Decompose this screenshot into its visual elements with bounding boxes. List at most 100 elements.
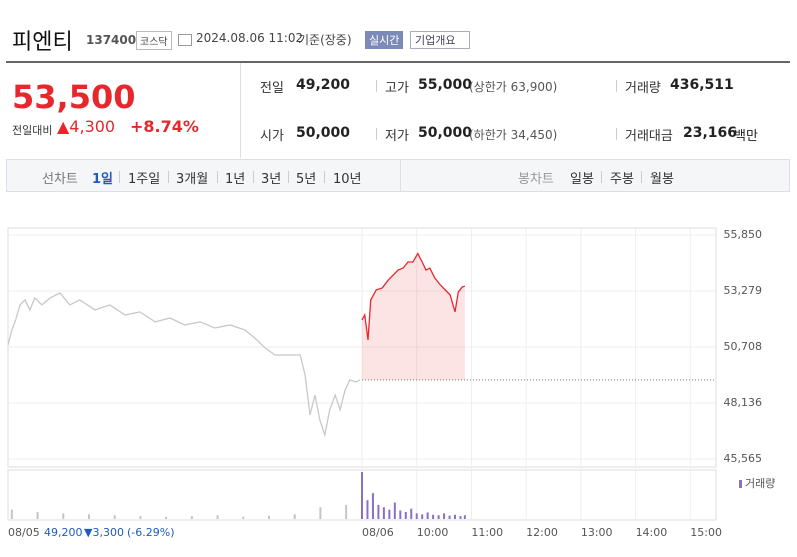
y-tick-label: 53,279 [724,284,763,297]
cell-unit: 백만 [734,129,758,144]
divider [288,171,289,183]
volume-bar [36,511,39,519]
change-rate: +8.74% [130,117,199,136]
volume-bar [388,509,391,519]
prev-rate: (-6.29%) [127,526,175,539]
divider [376,128,377,140]
x-tick-label: 10:00 [417,526,449,539]
tab-label: 선차트 [42,172,78,187]
cell-value: 436,511 [670,77,734,93]
volume-bar [361,472,363,519]
tab[interactable]: 5년 [296,172,317,187]
prev-close: 49,200 [44,526,83,539]
calendar-icon [178,34,192,46]
volume-bar [62,513,65,519]
market-badge: 코스닥 [136,31,172,50]
tab[interactable]: 주봉 [610,172,634,187]
volume-bar [437,515,440,519]
cell-label: 고가 [385,81,409,96]
volume-bar [448,515,451,519]
tab[interactable]: 10년 [333,172,362,187]
y-tick-label: 55,850 [724,228,763,241]
y-tick-label: 45,565 [724,452,763,465]
volume-bar [242,516,245,519]
volume-bar [463,515,466,519]
volume-bar [165,516,168,519]
volume-bar [377,504,380,519]
cell-value: 49,200 [296,77,351,93]
x-tick-label: 08/06 [362,526,394,539]
volume-bar [399,510,402,519]
x-tick-label: 15:00 [690,526,722,539]
volume-bar [410,508,413,519]
cell-value: 50,000 [418,125,473,141]
line [361,252,466,341]
cell-value: 55,000 [418,77,473,93]
divider [217,171,218,183]
price-block [6,63,241,158]
volume-bar [10,509,13,519]
volume-bar [139,516,142,519]
stock-name: 피엔티 [12,30,73,55]
tab[interactable]: 1년 [225,172,246,187]
company-dropdown[interactable]: 기업개요 [410,31,471,49]
volume-bar [454,514,457,519]
x-tick-label: 12:00 [526,526,558,539]
volume-bar [345,504,348,519]
tab[interactable]: 1주일 [128,172,161,187]
cell-label: 시가 [260,129,284,144]
tab[interactable]: 일봉 [570,172,594,187]
volume-bar [216,515,219,519]
legend-label: 거래량 [745,477,775,490]
volume-bar [319,507,322,519]
legend-swatch [739,480,742,488]
change: ▲4,300 [57,117,116,136]
x-tick-label: 11:00 [471,526,503,539]
volume-bar [459,516,462,519]
change-label: 전일대비 [12,124,53,137]
divider [616,80,617,92]
volume-bar [443,513,446,519]
cell-value: 50,000 [296,125,351,141]
stock-code: 137400 [86,33,137,47]
volume-bar [393,502,396,519]
x-tick-label: 14:00 [636,526,668,539]
cell-label: 저가 [385,129,409,144]
volume-bar [382,507,385,519]
price: 53,500 [12,78,136,116]
x-tick-label: 08/05 [8,526,40,539]
volume-bar [190,516,193,519]
tab-label: 봉차트 [518,172,554,187]
divider [400,159,401,192]
tab[interactable]: 1일 [92,172,114,187]
cell-note: (상한가 63,900) [469,80,558,94]
tab[interactable]: 3년 [261,172,282,187]
volume-bar [293,514,296,519]
tab[interactable]: 월봉 [650,172,674,187]
divider [376,80,377,92]
divider [601,171,602,183]
volume-bar [404,511,407,519]
cell-label: 거래량 [625,81,661,96]
tab[interactable]: 3개월 [176,172,209,187]
volume-bar [87,514,90,519]
datetime: 2024.08.06 11:02 [196,31,304,45]
realtime-button[interactable]: 실시간 [365,31,404,49]
divider [324,171,325,183]
volume-bar [366,500,369,519]
y-tick-label: 48,136 [724,396,763,409]
y-tick-label: 50,708 [724,340,763,353]
cell-label: 거래대금 [625,129,673,144]
line [7,292,361,438]
volume-bar [426,512,429,519]
area [362,253,465,380]
volume-bar [267,515,270,519]
volume-bar [371,493,374,519]
basis: 기준(장중) [298,33,352,47]
cell-value: 23,166 [683,125,738,141]
volume-bar [415,513,418,519]
volume-bar [432,514,435,519]
divider [641,171,642,183]
